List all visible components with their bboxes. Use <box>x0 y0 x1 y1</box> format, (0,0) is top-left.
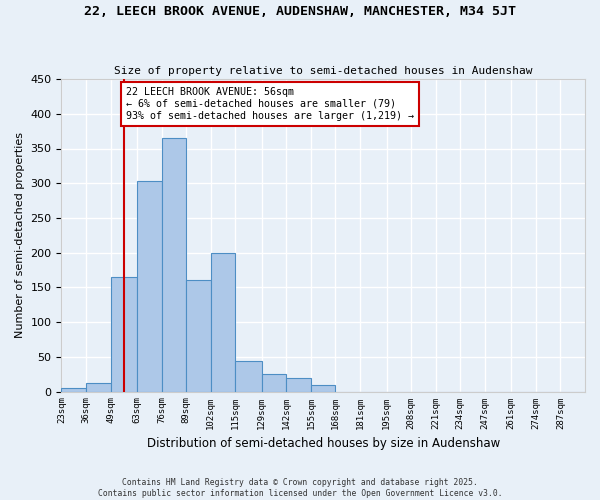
Bar <box>186 280 211 392</box>
Bar <box>86 382 110 392</box>
Y-axis label: Number of semi-detached properties: Number of semi-detached properties <box>15 132 25 338</box>
Title: Size of property relative to semi-detached houses in Audenshaw: Size of property relative to semi-detach… <box>114 66 532 76</box>
Bar <box>262 374 286 392</box>
Bar <box>61 388 86 392</box>
Bar <box>137 181 161 392</box>
Bar <box>235 361 262 392</box>
Bar <box>110 277 137 392</box>
Bar <box>286 378 311 392</box>
X-axis label: Distribution of semi-detached houses by size in Audenshaw: Distribution of semi-detached houses by … <box>146 437 500 450</box>
Text: 22, LEECH BROOK AVENUE, AUDENSHAW, MANCHESTER, M34 5JT: 22, LEECH BROOK AVENUE, AUDENSHAW, MANCH… <box>84 5 516 18</box>
Text: 22 LEECH BROOK AVENUE: 56sqm
← 6% of semi-detached houses are smaller (79)
93% o: 22 LEECH BROOK AVENUE: 56sqm ← 6% of sem… <box>125 88 413 120</box>
Bar <box>161 138 186 392</box>
Bar <box>311 384 335 392</box>
Text: Contains HM Land Registry data © Crown copyright and database right 2025.
Contai: Contains HM Land Registry data © Crown c… <box>98 478 502 498</box>
Bar <box>211 252 235 392</box>
